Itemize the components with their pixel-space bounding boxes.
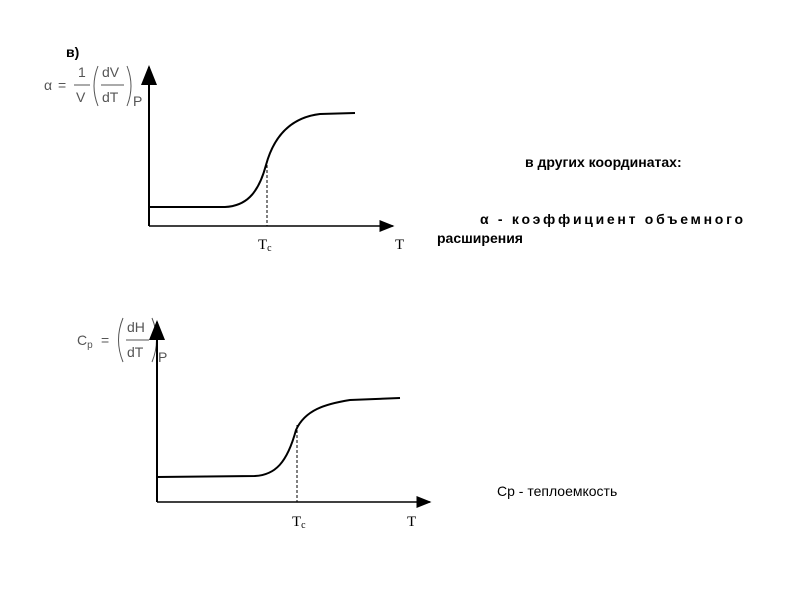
formula-eq: = <box>101 332 109 348</box>
formula-sub: P <box>133 93 142 109</box>
curve <box>149 112 356 208</box>
formula-dnum: dV <box>102 64 120 80</box>
formula-den: V <box>76 89 86 105</box>
formula-num: 1 <box>78 64 86 80</box>
tc-label: Tc <box>292 514 306 531</box>
formula-dden: dT <box>102 89 119 105</box>
formula-sub: P <box>158 349 167 365</box>
heading: в других координатах: <box>525 154 682 170</box>
formula-lhs: Cp <box>77 332 93 351</box>
formula-eq: = <box>58 77 66 93</box>
formula-dden: dT <box>127 344 144 360</box>
formula-dnum: dH <box>127 319 145 335</box>
paren <box>151 317 157 363</box>
paren <box>93 65 99 107</box>
alpha-note: расширения <box>437 230 523 246</box>
paren <box>126 65 132 107</box>
x-axis-label: T <box>395 237 404 253</box>
tc-label: Tc <box>258 237 272 254</box>
formula-lhs: α <box>44 77 52 93</box>
panel-label: в) <box>66 44 79 60</box>
x-axis-label: T <box>407 514 416 530</box>
cp-note: Cp - теплоемкость <box>497 483 617 499</box>
paren <box>118 317 124 363</box>
curve <box>156 397 401 478</box>
alpha-note: α - коэффициент объемного <box>480 211 743 227</box>
